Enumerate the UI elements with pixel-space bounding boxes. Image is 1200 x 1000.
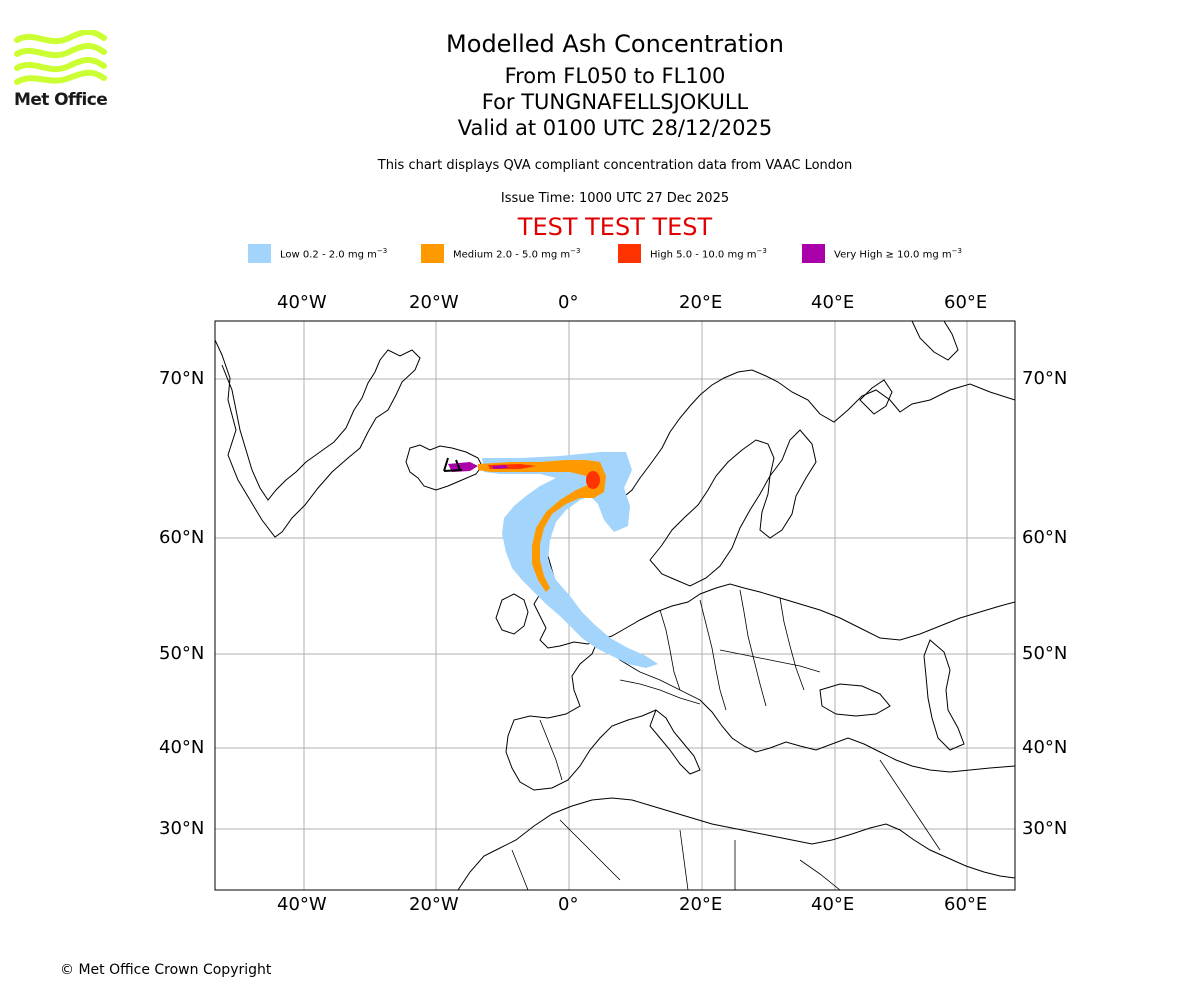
ash-area-medium — [478, 460, 606, 592]
chart-subtitle: This chart displays QVA compliant concen… — [377, 158, 853, 173]
scandinavia-coast — [604, 369, 1015, 519]
lat-tick-label: 60°N — [1022, 527, 1068, 548]
lon-tick-label: 20°W — [409, 292, 459, 313]
legend-label-medium: Medium 2.0 - 5.0 mg m — [453, 249, 571, 261]
lon-tick-label: 20°E — [679, 292, 723, 313]
lat-tick-label: 30°N — [1022, 818, 1068, 839]
legend-item-low: Low 0.2 - 2.0 mg m−3 — [248, 244, 387, 263]
arctic-islands-coast — [911, 321, 959, 361]
volcano-marker-icon — [443, 457, 463, 472]
test-banner: TEST TEST TEST — [517, 213, 713, 241]
lat-tick-label: 40°N — [159, 737, 205, 758]
lat-tick-label: 30°N — [159, 818, 205, 839]
legend-label-low: Low 0.2 - 2.0 mg m — [280, 249, 377, 261]
black-sea-coast — [819, 683, 891, 717]
logo-text: Met Office — [14, 90, 108, 110]
legend-label-high: High 5.0 - 10.0 mg m — [650, 249, 757, 261]
ash-area-low — [482, 452, 658, 668]
lon-tick-label: 40°W — [277, 894, 327, 915]
lat-tick-label: 50°N — [1022, 643, 1068, 664]
volcano-name: For TUNGNAFELLSJOKULL — [481, 90, 749, 114]
legend-swatch-low — [248, 244, 271, 263]
sweden-coast — [649, 439, 775, 587]
chart-title: Modelled Ash Concentration — [446, 30, 784, 58]
valid-time: Valid at 0100 UTC 28/12/2025 — [457, 116, 773, 140]
lat-tick-label: 40°N — [1022, 737, 1068, 758]
lon-tick-label: 20°E — [679, 894, 723, 915]
north-africa-coast — [457, 797, 853, 890]
flight-level-range: From FL050 to FL100 — [504, 64, 726, 88]
issue-time: Issue Time: 1000 UTC 27 Dec 2025 — [500, 191, 730, 206]
finland-coast — [759, 429, 817, 539]
legend-item-high: High 5.0 - 10.0 mg m−3 — [618, 244, 767, 263]
lat-tick-label: 70°N — [159, 368, 205, 389]
lon-tick-label: 40°W — [277, 292, 327, 313]
legend-item-very-high: Very High ≥ 10.0 mg m−3 — [802, 244, 962, 263]
iceland-coast — [405, 444, 483, 491]
ash-area-very-high-2 — [492, 465, 508, 469]
lon-tick-label: 20°W — [409, 894, 459, 915]
coastlines — [215, 321, 1015, 890]
novaya-zemlya-coast — [859, 379, 893, 415]
greenland-coast — [215, 339, 421, 538]
lat-tick-label: 70°N — [1022, 368, 1068, 389]
lat-tick-label: 60°N — [159, 527, 205, 548]
country-borders — [511, 589, 941, 890]
lon-tick-label: 40°E — [811, 292, 855, 313]
lat-tick-label: 50°N — [159, 643, 205, 664]
legend-item-medium: Medium 2.0 - 5.0 mg m−3 — [421, 244, 580, 263]
lon-tick-label: 0° — [558, 292, 579, 313]
lon-tick-label: 60°E — [944, 292, 988, 313]
balkans-coast — [699, 699, 1015, 773]
legend-label-very-high: Very High ≥ 10.0 mg m — [834, 249, 952, 261]
logo-waves-icon — [14, 29, 107, 85]
caspian-coast — [923, 639, 965, 751]
legend-swatch-very-high — [802, 244, 825, 263]
italy-coast — [649, 709, 701, 775]
lon-tick-label: 60°E — [944, 894, 988, 915]
middle-east-coast — [851, 823, 1015, 879]
france-iberia-coast — [505, 639, 657, 791]
lon-tick-label: 0° — [558, 894, 579, 915]
ireland-coast — [495, 593, 529, 635]
lon-tick-label: 40°E — [811, 894, 855, 915]
legend-swatch-high — [618, 244, 641, 263]
met-office-logo: Met Office — [14, 29, 108, 112]
legend-swatch-medium — [421, 244, 444, 263]
ash-area-high — [586, 471, 600, 489]
copyright-notice: © Met Office Crown Copyright — [60, 962, 272, 978]
concentration-legend: Low 0.2 - 2.0 mg m−3 Medium 2.0 - 5.0 mg… — [0, 244, 1200, 264]
map-frame — [214, 320, 1016, 891]
